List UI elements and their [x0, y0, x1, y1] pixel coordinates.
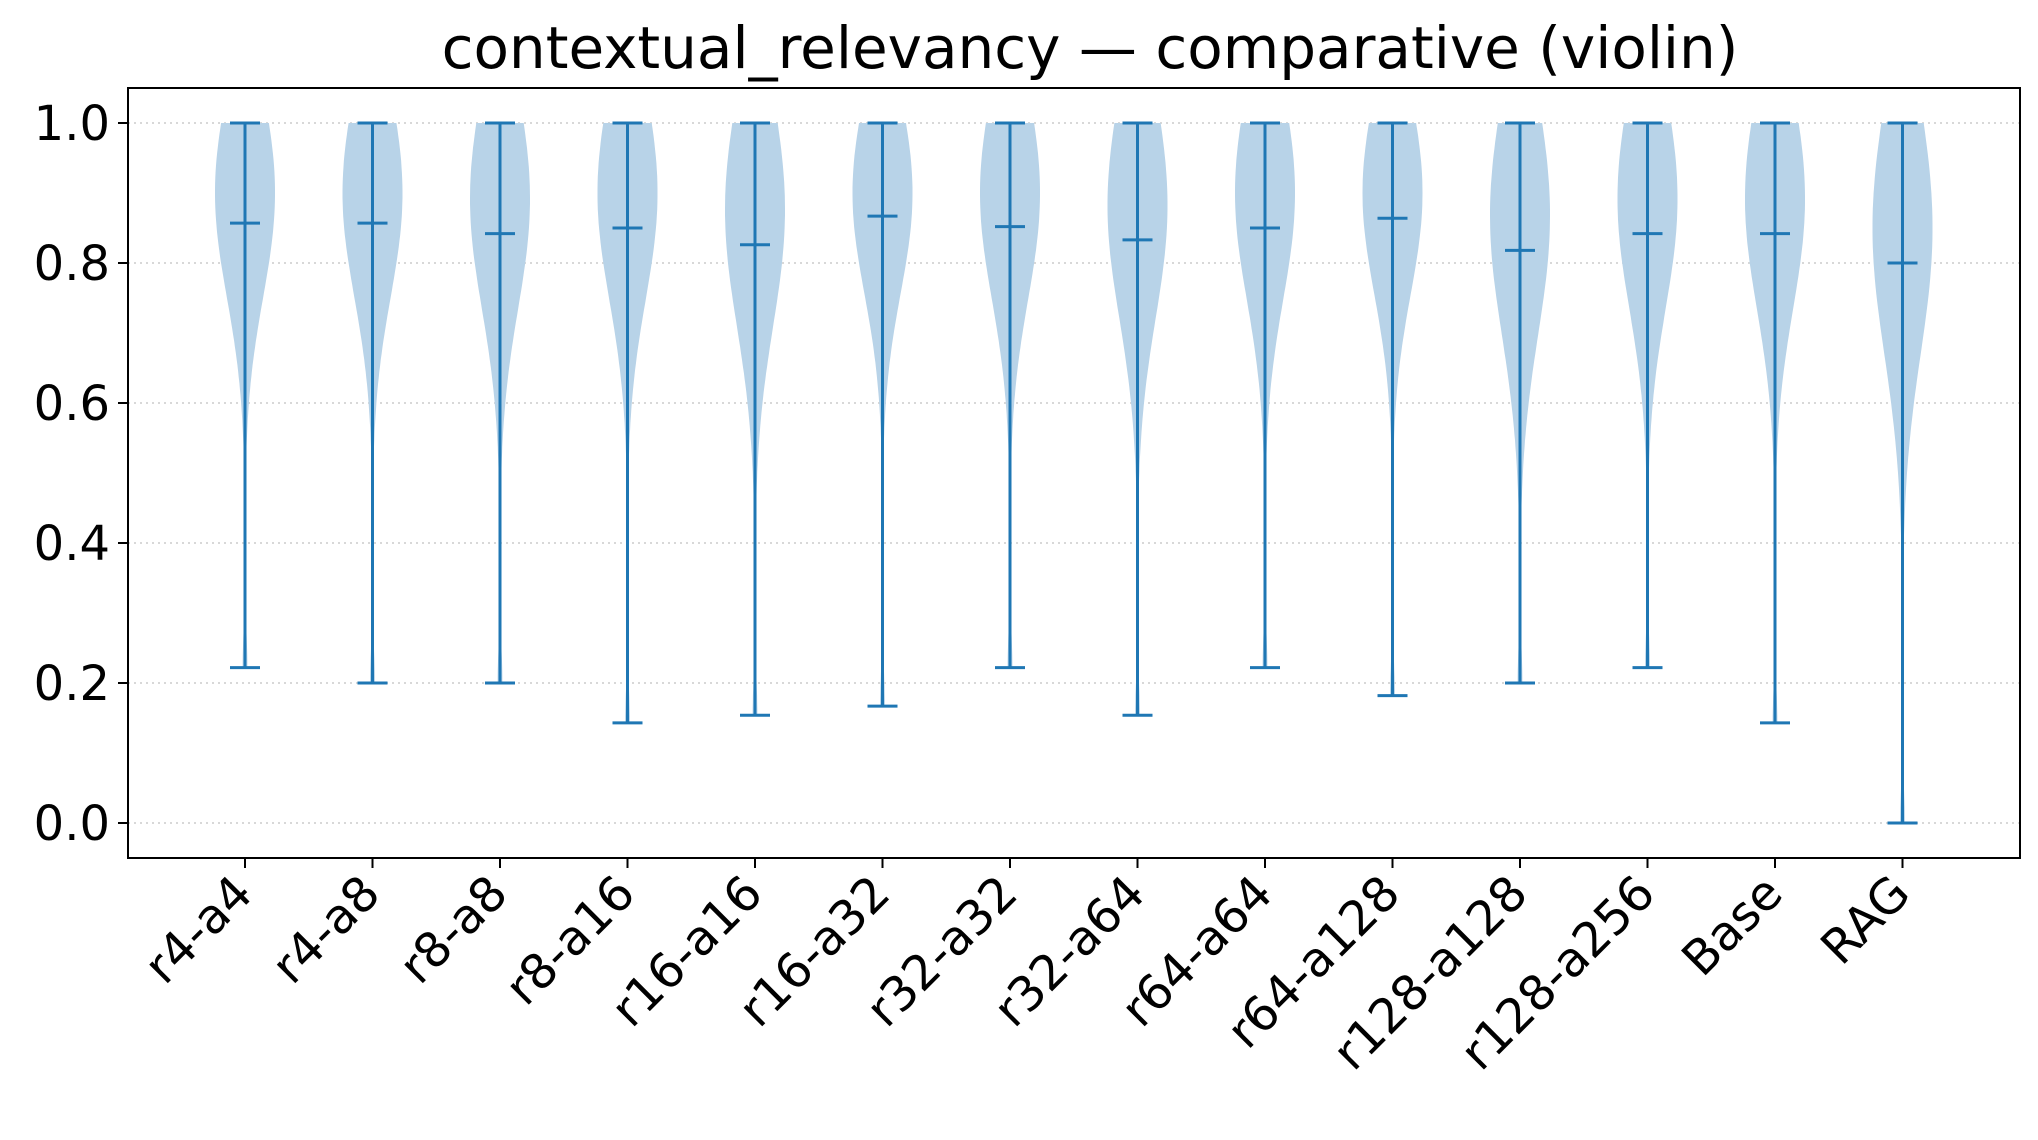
y-tick-label: 0.4: [34, 516, 110, 572]
y-tick-label: 0.2: [34, 656, 110, 712]
stat-layer: [230, 121, 1918, 825]
y-tick-label: 0.6: [34, 376, 110, 432]
chart-title: contextual_relevancy — comparative (viol…: [442, 14, 1739, 82]
plot-area-frame: [127, 87, 2021, 859]
y-tick-label: 1.0: [34, 96, 110, 152]
y-tick-label: 0.0: [34, 796, 110, 852]
y-tick-label: 0.8: [34, 236, 110, 292]
y-axis: 0.0 0.2 0.4 0.6 0.8 1.0: [34, 96, 128, 852]
